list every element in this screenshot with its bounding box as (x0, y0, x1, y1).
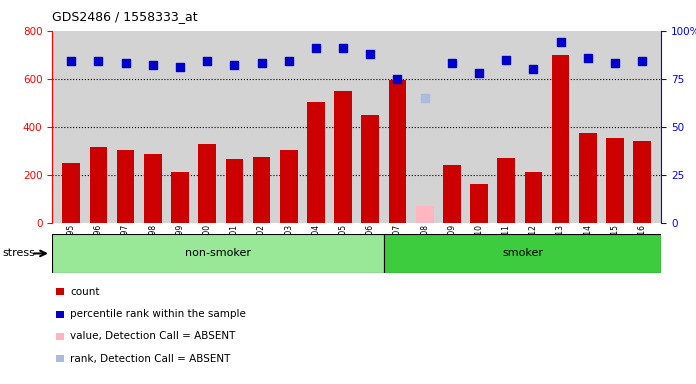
Bar (52, 234, 384, 273)
Point (610, 60, 621, 66)
Text: rank, Detection Call = ABSENT: rank, Detection Call = ABSENT (70, 354, 230, 364)
Bar (117, 149, 134, 223)
Point (365, 51, 376, 57)
Bar (280, 149, 298, 223)
Bar (388, 80, 406, 223)
Point (310, 45, 322, 51)
Point (175, 64, 186, 70)
Bar (443, 165, 461, 223)
Text: value, Detection Call = ABSENT: value, Detection Call = ABSENT (70, 331, 235, 341)
Bar (579, 133, 596, 223)
Text: GDS2486 / 1558333_at: GDS2486 / 1558333_at (52, 10, 198, 23)
Point (93, 58, 104, 65)
Point (473, 70, 484, 76)
Bar (90, 147, 107, 223)
Bar (384, 234, 661, 273)
Bar (307, 101, 325, 223)
Point (120, 60, 131, 66)
Point (555, 39, 566, 45)
Text: count: count (70, 287, 100, 297)
Bar (144, 154, 161, 223)
Bar (63, 163, 80, 223)
Point (283, 58, 294, 65)
Point (419, 95, 430, 101)
Bar (334, 91, 352, 223)
Bar (253, 157, 270, 223)
Bar (525, 172, 542, 223)
Point (637, 58, 648, 65)
Point (256, 60, 267, 66)
Text: smoker: smoker (503, 248, 544, 258)
Text: non-smoker: non-smoker (185, 248, 251, 258)
Bar (171, 172, 189, 223)
Point (583, 55, 594, 61)
Bar (606, 137, 624, 223)
Point (148, 62, 159, 68)
Bar (226, 159, 243, 223)
Bar (416, 206, 434, 223)
Bar (361, 115, 379, 223)
Bar (552, 55, 569, 223)
Point (500, 56, 512, 63)
Point (392, 76, 403, 82)
Bar (633, 141, 651, 223)
Bar (498, 158, 515, 223)
Bar (198, 144, 216, 223)
Text: percentile rank within the sample: percentile rank within the sample (70, 309, 246, 319)
Point (446, 60, 457, 66)
Point (229, 62, 240, 68)
Point (65, 58, 77, 65)
Point (338, 45, 349, 51)
Text: stress: stress (2, 248, 35, 258)
Point (202, 58, 213, 65)
Bar (470, 184, 488, 223)
Point (528, 66, 539, 72)
